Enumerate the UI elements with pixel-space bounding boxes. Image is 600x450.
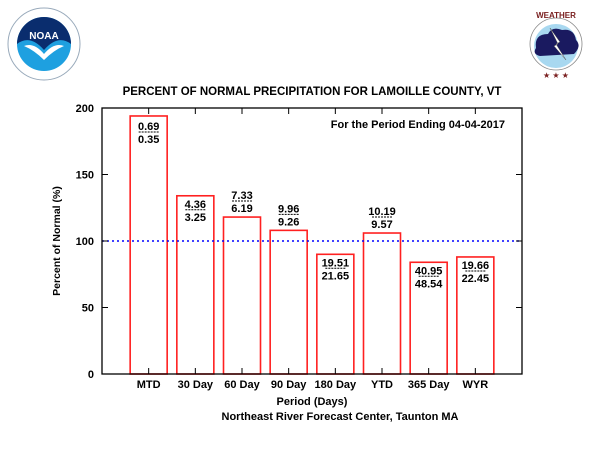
- normal-label: 9.26: [278, 216, 299, 228]
- observed-label: 10.19: [368, 206, 396, 218]
- x-tick-label: 30 Day: [178, 379, 214, 391]
- y-tick-label: 100: [76, 236, 94, 248]
- normal-label: 21.65: [322, 270, 350, 282]
- x-axis-label: Period (Days): [277, 396, 348, 408]
- normal-label: 3.25: [185, 212, 206, 224]
- nws-logo: ★ ★ ★ WEATHER: [514, 6, 598, 82]
- observed-label: 7.33: [231, 190, 252, 202]
- credit-text: Northeast River Forecast Center, Taunton…: [222, 411, 459, 423]
- normal-label: 9.57: [371, 219, 392, 231]
- bar-90-day: [269, 229, 308, 375]
- x-axis: MTD 30 Day 60 Day 90 Day 180 Day YTD 365 Day WY…: [137, 108, 488, 391]
- y-tick-label: 200: [76, 103, 94, 115]
- x-tick-label: MTD: [137, 379, 161, 391]
- y-tick-label: 50: [82, 303, 94, 315]
- observed-label: 9.96: [278, 203, 299, 215]
- x-tick-label: 365 Day: [408, 379, 450, 391]
- observed-label: 4.36: [185, 199, 206, 211]
- observed-label: 19.51: [322, 257, 350, 269]
- bar-mtd: [129, 115, 168, 375]
- chart-subtitle: For the Period Ending 04-04-2017: [331, 119, 505, 131]
- y-tick-label: 150: [76, 170, 94, 182]
- y-tick-label: 0: [88, 369, 94, 381]
- noaa-logo: NOAA: [2, 6, 86, 82]
- observed-label: 19.66: [462, 260, 490, 272]
- x-tick-label: 60 Day: [224, 379, 260, 391]
- noaa-logo-text: NOAA: [29, 31, 58, 42]
- normal-label: 22.45: [462, 273, 490, 285]
- y-axis: 0 50 100 150 200: [76, 103, 522, 381]
- observed-label: 40.95: [415, 265, 443, 277]
- normal-label: 6.19: [231, 203, 252, 215]
- normal-label: 48.54: [415, 278, 443, 290]
- observed-label: 0.69: [138, 121, 159, 133]
- y-axis-label: Percent of Normal (%): [51, 186, 63, 296]
- svg-text:WEATHER: WEATHER: [536, 11, 576, 20]
- x-tick-label: 180 Day: [315, 379, 357, 391]
- chart-title: PERCENT OF NORMAL PRECIPITATION FOR LAMO…: [123, 86, 502, 98]
- normal-label: 0.35: [138, 134, 159, 146]
- svg-text:★ ★ ★: ★ ★ ★: [543, 71, 569, 80]
- bar-ytd: [362, 232, 402, 375]
- x-tick-label: WYR: [462, 379, 488, 391]
- x-tick-label: YTD: [371, 379, 393, 391]
- bars-group: 0.690.35 4.363.25 7.336.19 9.969.26 19.5121.…: [129, 115, 495, 375]
- x-tick-label: 90 Day: [271, 379, 307, 391]
